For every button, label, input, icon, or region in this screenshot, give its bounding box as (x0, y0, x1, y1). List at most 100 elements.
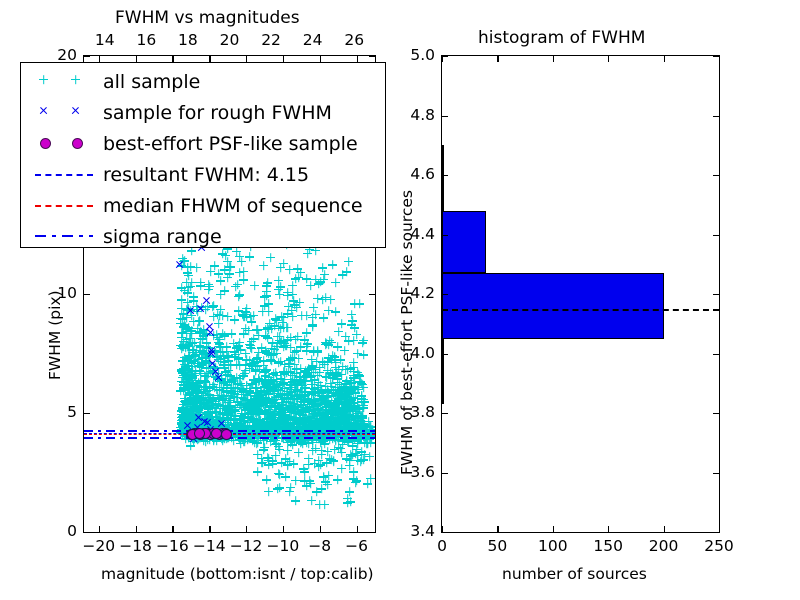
scatter-point-all (291, 476, 301, 485)
scatter-point-all (198, 394, 208, 403)
scatter-point-all (189, 346, 199, 355)
scatter-point-all (203, 395, 213, 404)
scatter-point-all (291, 496, 301, 505)
scatter-point-all (196, 377, 206, 386)
scatter-ytick (84, 294, 90, 296)
scatter-point-all (332, 368, 342, 377)
scatter-point-all (293, 273, 303, 282)
scatter-point-all (189, 317, 199, 326)
scatter-xticklabel: −20 (82, 537, 116, 555)
scatter-point-all (204, 280, 214, 289)
scatter-point-all (334, 416, 344, 425)
scatter-point-all (286, 402, 296, 411)
scatter-point-all (229, 411, 239, 420)
scatter-xticklabel: −12 (229, 537, 263, 555)
scatter-point-all (251, 383, 261, 392)
scatter-xticklabel: −18 (119, 537, 152, 555)
scatter-point-all (245, 384, 255, 393)
histogram-ytick (442, 56, 448, 58)
scatter-point-all (362, 479, 372, 488)
scatter-point-all (292, 403, 302, 412)
scatter-top-xticklabel: 20 (219, 31, 240, 49)
histogram-ytick (713, 353, 719, 355)
scatter-point-all (343, 257, 353, 266)
scatter-point-all (247, 359, 257, 368)
scatter-point-all (319, 270, 329, 279)
resultant-fwhm-line (442, 308, 719, 311)
scatter-point-all (224, 269, 234, 278)
scatter-point-all (333, 475, 343, 484)
scatter-point-all (288, 377, 298, 386)
legend-label: best-effort PSF-like sample (103, 132, 358, 155)
scatter-point-all (224, 409, 234, 418)
scatter-point-all (342, 267, 352, 276)
scatter-ytick (369, 56, 375, 58)
legend-marker-cell (27, 128, 103, 159)
scatter-xticklabel: −10 (266, 537, 300, 555)
scatter-point-all (211, 397, 221, 406)
histogram-xtick (497, 56, 499, 62)
scatter-point-all (358, 403, 368, 412)
scatter-xticklabel: −16 (156, 537, 189, 555)
scatter-point-all (347, 310, 357, 319)
scatter-point-all (285, 354, 295, 363)
scatter-point-rough (175, 260, 186, 271)
histogram-bar (442, 210, 487, 274)
legend-entry: all sample (27, 66, 379, 97)
scatter-top-xticklabel: 24 (302, 31, 323, 49)
scatter-point-all (351, 476, 361, 485)
dashed-line-icon (35, 205, 93, 207)
scatter-point-all (234, 374, 244, 383)
scatter-point-all (255, 365, 265, 374)
scatter-top-xticklabel: 16 (136, 31, 157, 49)
scatter-point-all (321, 402, 331, 411)
legend-marker-cell (27, 97, 103, 128)
scatter-point-all (234, 292, 244, 301)
scatter-point-all (214, 311, 224, 320)
scatter-xtick (135, 526, 137, 532)
scatter-point-all (214, 269, 224, 278)
scatter-point-all (247, 337, 257, 346)
filled-circle-icon (39, 138, 51, 149)
scatter-point-all (342, 376, 352, 385)
scatter-point-all (266, 409, 276, 418)
scatter-point-all (352, 349, 362, 358)
histogram-xtick (608, 526, 610, 532)
scatter-point-all (218, 347, 228, 356)
scatter-point-all (282, 398, 292, 407)
scatter-point-all (199, 325, 209, 334)
scatter-point-all (285, 457, 295, 466)
scatter-point-all (289, 360, 299, 369)
scatter-point-all (308, 303, 318, 312)
histogram-xtick (719, 56, 721, 62)
scatter-xtick (172, 526, 174, 532)
scatter-point-all (315, 500, 325, 509)
histogram-xticklabel: 150 (593, 537, 623, 555)
scatter-point-all (240, 413, 250, 422)
scatter-point-all (347, 320, 357, 329)
scatter-point-all (334, 327, 344, 336)
scatter-point-all (331, 307, 341, 316)
histogram-data-area (442, 56, 719, 532)
legend-entry: sample for rough FWHM (27, 97, 379, 128)
scatter-point-all (359, 397, 369, 406)
scatter-xtick (282, 526, 285, 532)
scatter-point-all (318, 419, 328, 428)
scatter-title: FWHM vs magnitudes (115, 8, 300, 28)
scatter-point-all (186, 410, 196, 419)
scatter-point-all (302, 328, 312, 337)
scatter-point-all (253, 467, 263, 476)
scatter-point-all (299, 383, 309, 392)
scatter-xlabel: magnitude (bottom:isnt / top:calib) (101, 565, 374, 583)
scatter-point-all (240, 395, 250, 404)
legend-marker-cell (27, 190, 103, 221)
scatter-point-all (293, 354, 303, 363)
histogram-xticklabel: 50 (487, 537, 508, 555)
histogram-ytick (713, 532, 719, 534)
scatter-point-all (254, 331, 264, 340)
scatter-point-all (250, 281, 260, 290)
histogram-ytick (713, 413, 719, 415)
filled-circle-icon (71, 138, 83, 149)
scatter-point-all (181, 278, 191, 287)
scatter-point-all (349, 299, 359, 308)
